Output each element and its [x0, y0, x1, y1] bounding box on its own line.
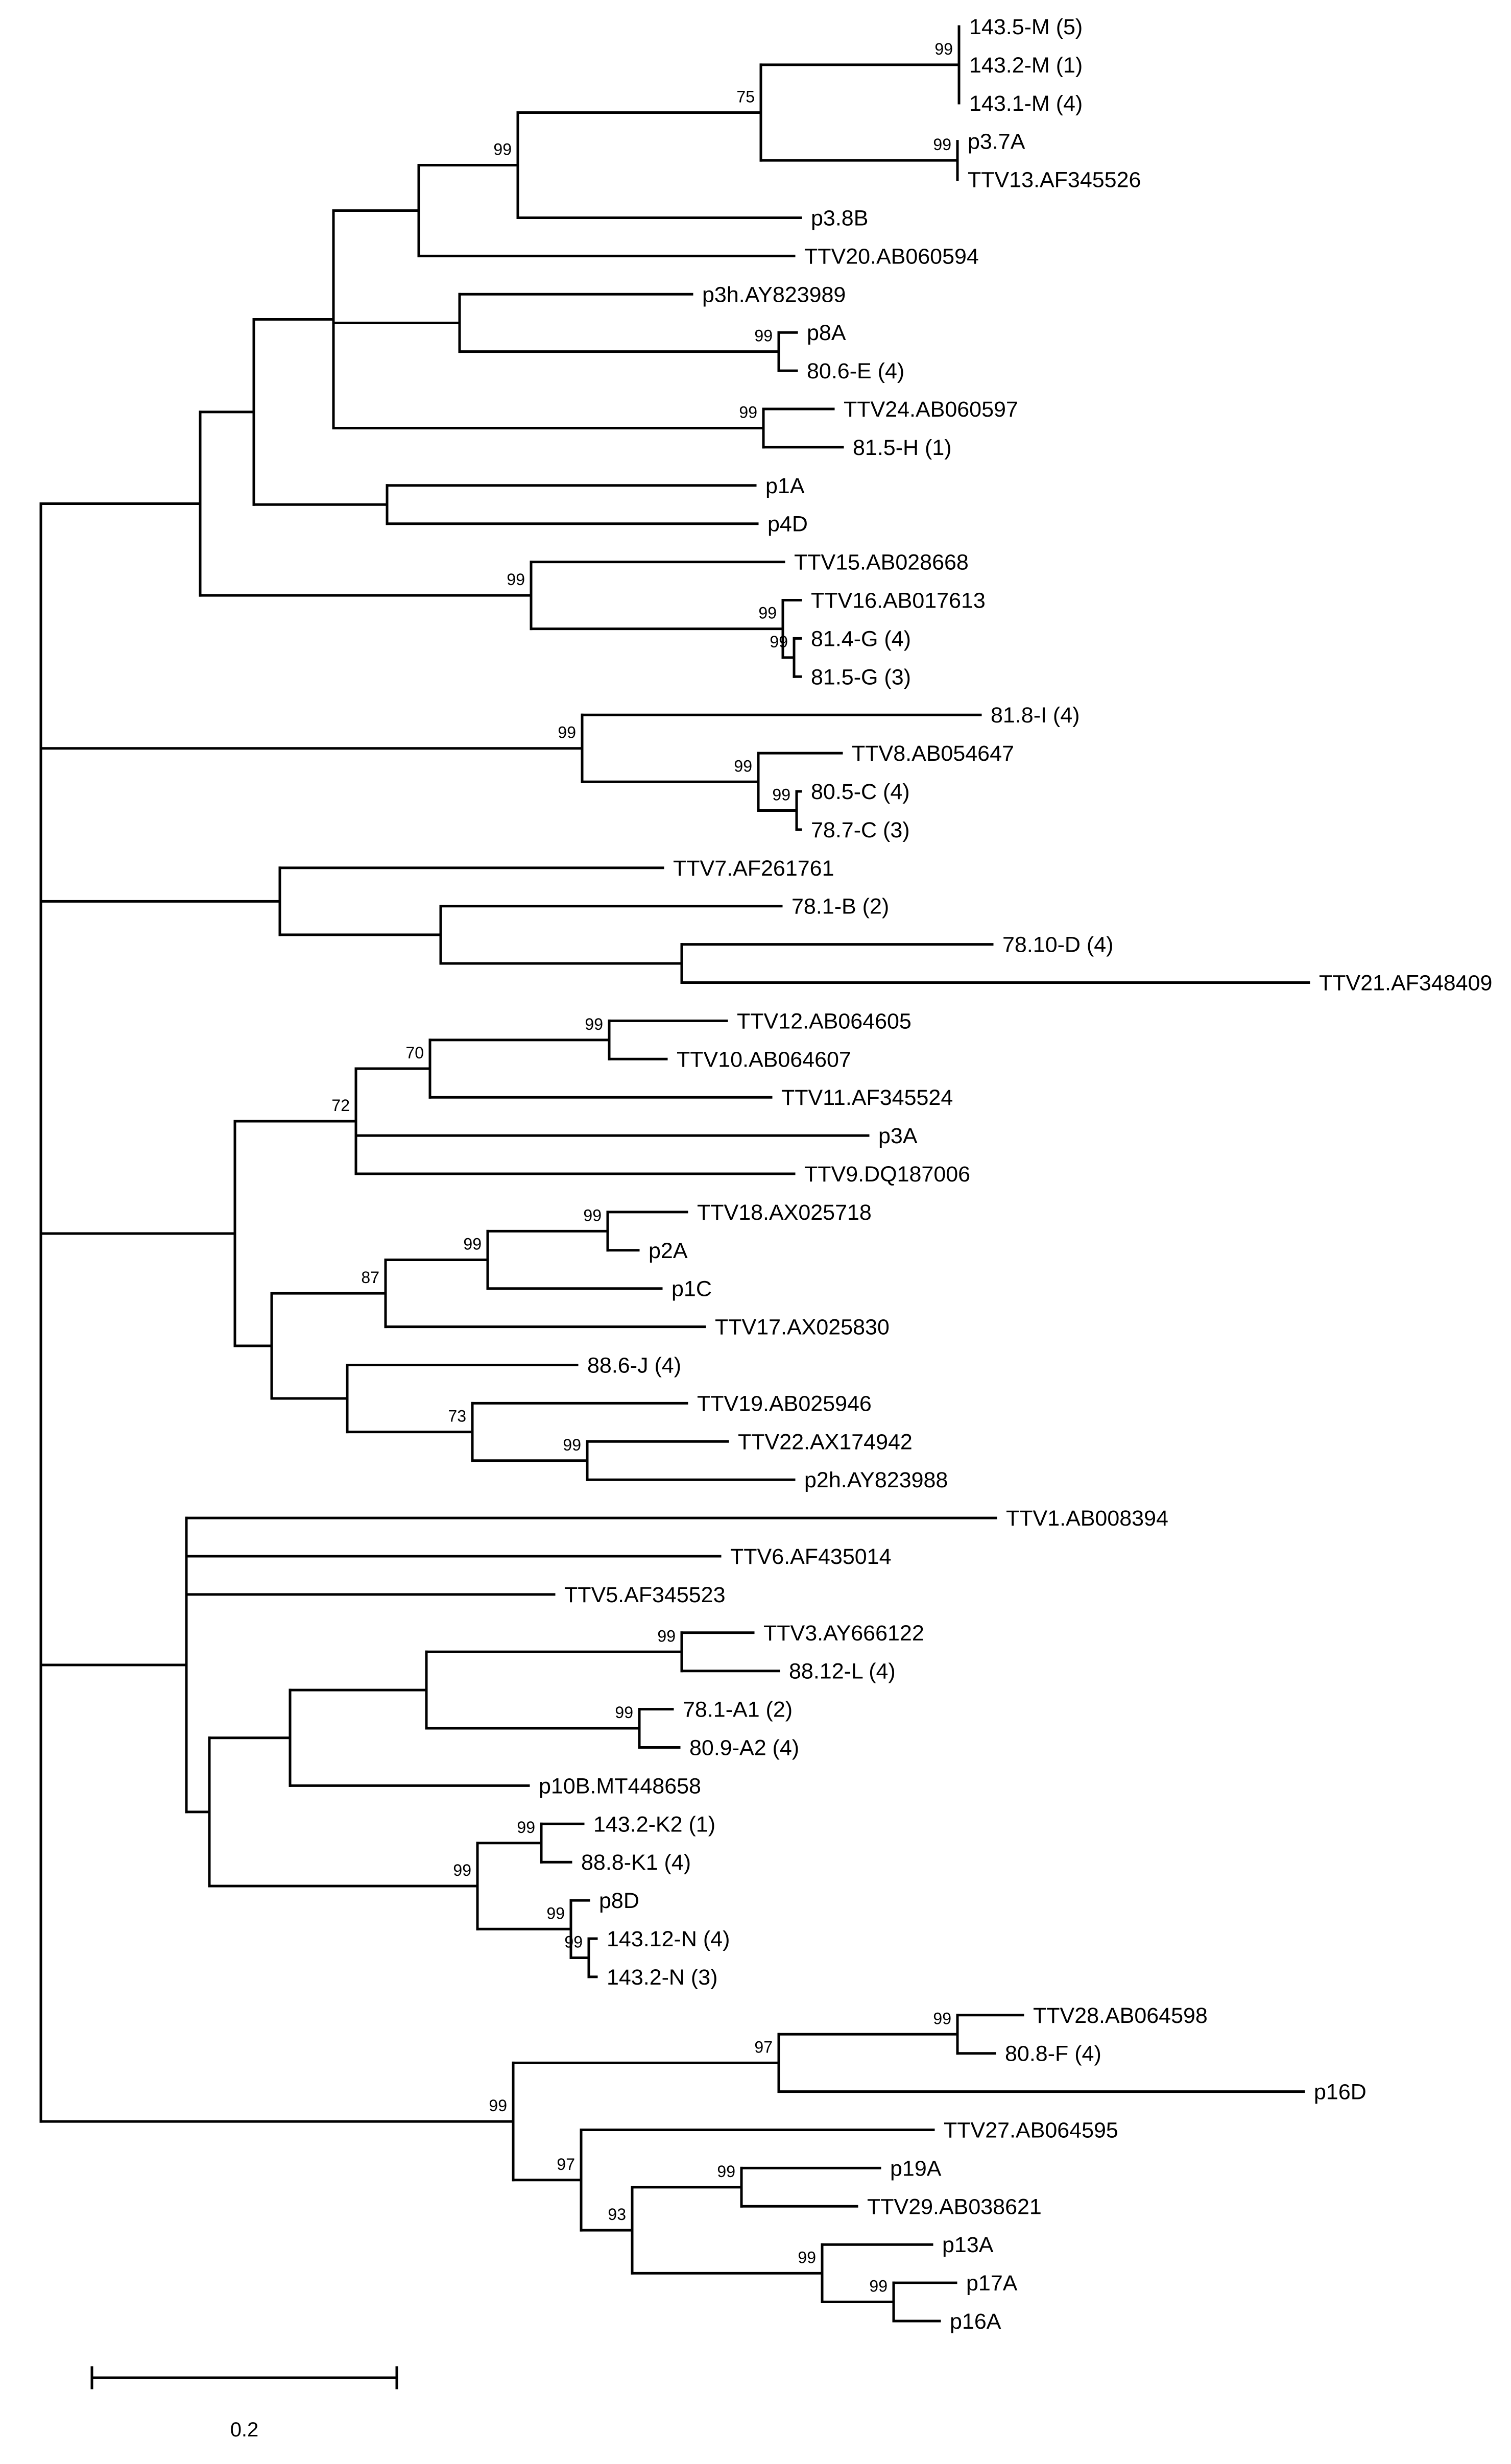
leaf-label-ttv12-ab064605: TTV12.AB064605	[737, 1009, 912, 1033]
bootstrap-value: 99	[564, 1932, 583, 1951]
bootstrap-value: 99	[734, 757, 752, 775]
bootstrap-value: 99	[493, 140, 512, 159]
leaf-label-143-12-n-4: 143.12-N (4)	[607, 1927, 730, 1951]
bootstrap-value: 70	[405, 1044, 424, 1062]
leaf-label-ttv20-ab060594: TTV20.AB060594	[804, 244, 979, 269]
bootstrap-value: 99	[615, 1703, 633, 1722]
bootstrap-value: 72	[331, 1096, 350, 1115]
leaf-label-81-5-g-3: 81.5-G (3)	[811, 665, 911, 689]
leaf-label-ttv28-ab064598: TTV28.AB064598	[1033, 2003, 1208, 2028]
bootstrap-value: 99	[489, 2096, 507, 2115]
bootstrap-value: 99	[546, 1904, 565, 1922]
bootstrap-value: 99	[739, 403, 757, 421]
leaf-label-ttv17-ax025830: TTV17.AX025830	[715, 1315, 890, 1340]
bootstrap-value: 99	[453, 1861, 471, 1879]
leaf-label-80-8-f-4: 80.8-F (4)	[1005, 2042, 1101, 2066]
bootstrap-value: 99	[869, 2277, 888, 2296]
bootstrap-value: 99	[933, 2009, 951, 2027]
leaf-label-p1c: p1C	[671, 1277, 712, 1301]
bootstrap-value: 93	[608, 2205, 626, 2224]
leaf-label-p10b-mt448658: p10B.MT448658	[539, 1774, 701, 1798]
bootstrap-value: 99	[934, 40, 953, 58]
leaf-label-81-4-g-4: 81.4-G (4)	[811, 626, 911, 651]
leaf-label-ttv13-af345526: TTV13.AF345526	[968, 168, 1141, 192]
bootstrap-value: 99	[558, 723, 576, 742]
leaf-label-78-1-b-2: 78.1-B (2)	[792, 895, 889, 919]
leaf-label-p3-8b: p3.8B	[811, 206, 868, 231]
leaf-label-ttv8-ab054647: TTV8.AB054647	[852, 741, 1014, 766]
bootstrap-value: 97	[557, 2155, 575, 2173]
leaf-label-p8d: p8D	[599, 1889, 639, 1913]
leaf-label-ttv1-ab008394: TTV1.AB008394	[1006, 1506, 1168, 1531]
leaf-label-88-12-l-4: 88.12-L (4)	[789, 1659, 896, 1684]
leaf-label-ttv3-ay666122: TTV3.AY666122	[763, 1621, 924, 1646]
leaf-label-ttv9-dq187006: TTV9.DQ187006	[804, 1162, 970, 1187]
leaf-label-ttv29-ab038621: TTV29.AB038621	[867, 2194, 1042, 2219]
leaf-label-ttv22-ax174942: TTV22.AX174942	[738, 1430, 913, 1454]
leaf-label-143-2-m-1: 143.2-M (1)	[969, 53, 1083, 78]
bootstrap-value: 99	[770, 633, 788, 651]
leaf-label-80-6-e-4: 80.6-E (4)	[807, 359, 904, 383]
leaf-label-143-2-k2-1: 143.2-K2 (1)	[593, 1812, 715, 1837]
bootstrap-value: 99	[585, 1015, 603, 1033]
bootstrap-value: 99	[583, 1206, 602, 1224]
leaf-label-78-7-c-3: 78.7-C (3)	[811, 818, 910, 842]
leaf-label-ttv11-af345524: TTV11.AF345524	[781, 1085, 953, 1110]
bootstrap-value: 99	[463, 1235, 482, 1253]
bootstrap-value: 75	[736, 88, 755, 106]
bootstrap-value: 99	[517, 1818, 535, 1837]
bootstrap-value: 99	[798, 2248, 816, 2266]
leaf-label-p3-7a: p3.7A	[968, 130, 1025, 154]
bootstrap-value: 99	[717, 2162, 735, 2181]
leaf-label-78-1-a1-2: 78.1-A1 (2)	[683, 1698, 793, 1722]
leaf-label-p8a: p8A	[807, 321, 846, 345]
leaf-label-143-1-m-4: 143.1-M (4)	[969, 91, 1083, 116]
leaf-label-88-6-j-4: 88.6-J (4)	[587, 1354, 681, 1378]
leaf-label-p2a: p2A	[649, 1239, 688, 1263]
bootstrap-value: 99	[758, 604, 777, 622]
bootstrap-value: 99	[754, 327, 773, 345]
leaf-label-ttv18-ax025718: TTV18.AX025718	[697, 1200, 872, 1225]
bootstrap-value: 87	[361, 1268, 379, 1287]
bootstrap-value: 99	[657, 1627, 676, 1645]
leaf-label-ttv19-ab025946: TTV19.AB025946	[697, 1391, 872, 1416]
bootstrap-value: 99	[772, 785, 790, 804]
leaf-label-ttv15-ab028668: TTV15.AB028668	[794, 550, 969, 575]
leaf-label-p3a: p3A	[878, 1124, 918, 1148]
leaf-label-81-8-i-4: 81.8-I (4)	[991, 703, 1080, 728]
bootstrap-value: 73	[448, 1407, 466, 1426]
leaf-label-p13a: p13A	[942, 2233, 994, 2257]
leaf-label-ttv10-ab064607: TTV10.AB064607	[677, 1047, 851, 1072]
leaf-label-88-8-k1-4: 88.8-K1 (4)	[581, 1850, 691, 1875]
leaf-label-p19a: p19A	[890, 2156, 942, 2181]
leaf-label-143-2-n-3: 143.2-N (3)	[607, 1965, 717, 1990]
leaf-label-p16d: p16D	[1314, 2080, 1366, 2105]
leaf-label-ttv5-af345523: TTV5.AF345523	[564, 1583, 726, 1607]
bootstrap-value: 99	[933, 135, 951, 154]
leaf-label-p3h-ay823989: p3h.AY823989	[702, 282, 846, 307]
leaf-label-ttv21-af348409: TTV21.AF348409	[1319, 971, 1492, 996]
leaf-label-ttv6-af435014: TTV6.AF435014	[730, 1544, 892, 1569]
leaf-label-81-5-h-1: 81.5-H (1)	[853, 436, 952, 460]
scale-bar-label: 0.2	[230, 2419, 259, 2441]
leaf-label-ttv24-ab060597: TTV24.AB060597	[844, 397, 1018, 422]
bootstrap-value: 99	[563, 1436, 581, 1454]
leaf-label-80-5-c-4: 80.5-C (4)	[811, 780, 910, 804]
bootstrap-value: 99	[507, 570, 525, 589]
leaf-label-ttv27-ab064595: TTV27.AB064595	[944, 2118, 1118, 2143]
leaf-label-ttv16-ab017613: TTV16.AB017613	[811, 589, 986, 613]
leaf-label-p17a: p17A	[966, 2271, 1018, 2296]
leaf-label-ttv7-af261761: TTV7.AF261761	[673, 856, 834, 881]
leaf-label-78-10-d-4: 78.10-D (4)	[1002, 933, 1113, 957]
leaf-label-143-5-m-5: 143.5-M (5)	[969, 15, 1083, 39]
bootstrap-value: 97	[754, 2038, 773, 2056]
leaf-label-p1a: p1A	[765, 474, 805, 498]
leaf-label-p16a: p16A	[950, 2309, 1001, 2334]
leaf-label-80-9-a2-4: 80.9-A2 (4)	[689, 1736, 799, 1760]
leaf-label-p4d: p4D	[768, 512, 808, 537]
leaf-label-p2h-ay823988: p2h.AY823988	[804, 1468, 948, 1492]
